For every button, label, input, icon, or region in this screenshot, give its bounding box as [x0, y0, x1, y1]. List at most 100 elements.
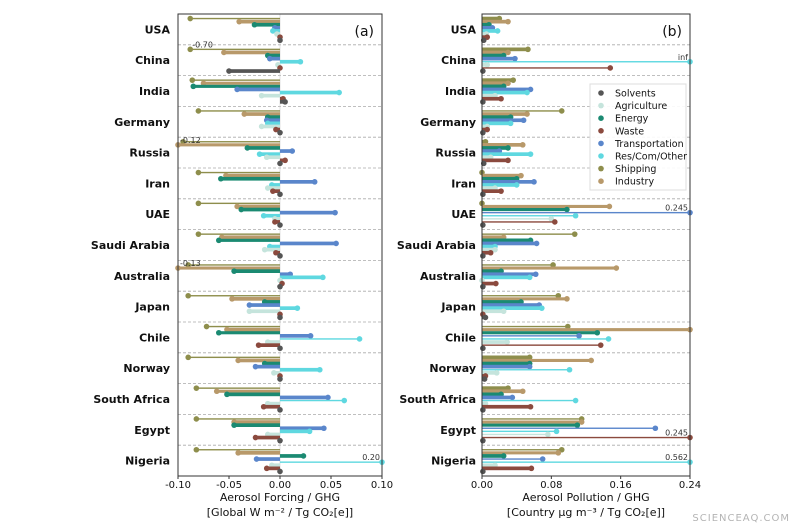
bar-end-dot	[277, 376, 283, 382]
overflow-label: 0.245	[665, 429, 688, 438]
bar-end-dot	[341, 397, 348, 404]
bar-end-dot	[258, 123, 265, 130]
bar-agriculture	[482, 371, 497, 375]
bar-agriculture	[482, 433, 548, 436]
bar-end-dot	[246, 308, 253, 315]
bar-end-dot	[480, 345, 486, 352]
bar-end-dot	[487, 249, 494, 256]
panel-b: USA China inf India Germany Russia Iran UAE 0.24…	[397, 13, 701, 519]
bar-end-dot	[524, 111, 530, 117]
bar-industry	[482, 50, 508, 55]
bar-end-dot	[218, 175, 224, 182]
bar-end-dot	[597, 342, 604, 348]
bar-end-dot	[526, 363, 533, 370]
bar-energy	[482, 53, 504, 58]
bar-end-dot	[258, 92, 265, 99]
bar-end-dot	[480, 437, 486, 444]
bar-rescomother	[482, 461, 690, 463]
bar-end-dot	[190, 83, 197, 90]
bar-end-dot	[277, 407, 283, 413]
bar-end-dot	[321, 425, 327, 432]
x-tick-label: -0.10	[165, 480, 191, 491]
category-label: Iran	[145, 177, 170, 190]
legend-entry: Waste	[615, 126, 644, 137]
bar-end-dot	[272, 219, 278, 225]
bar-rescomother	[482, 369, 570, 371]
bar-end-dot	[532, 271, 539, 278]
bar-agriculture	[267, 186, 280, 190]
bar-transportation	[482, 26, 493, 30]
bar-end-dot	[512, 55, 518, 62]
bar-end-dot	[509, 394, 516, 401]
bar-energy	[267, 53, 280, 58]
bar-shipping	[482, 355, 530, 360]
bar-end-dot	[505, 49, 511, 56]
bar-energy	[482, 176, 517, 181]
bar-end-dot	[261, 246, 268, 253]
bar-transportation	[237, 87, 280, 92]
bar-end-dot	[277, 191, 283, 198]
bar-transportation	[482, 272, 536, 277]
bar-end-dot	[564, 296, 570, 302]
bar-rescomother	[280, 306, 298, 310]
bar-energy	[482, 146, 508, 150]
bar-end-dot	[270, 28, 276, 34]
bar-transportation	[256, 457, 280, 461]
category-label: Egypt	[440, 424, 476, 437]
bar-energy	[193, 84, 280, 88]
category-label: Iran	[451, 177, 476, 190]
bar-transportation	[249, 303, 280, 307]
bar-rescomother	[482, 275, 530, 280]
category-label: Egypt	[134, 424, 170, 437]
bar-energy	[234, 269, 280, 273]
bar-rescomother	[482, 215, 576, 217]
bar-waste	[482, 466, 532, 471]
bar-agriculture	[261, 93, 280, 98]
bar-end-dot	[572, 397, 579, 404]
bar-end-dot	[527, 151, 534, 157]
panel-label: (b)	[662, 24, 682, 40]
bar-transportation	[482, 87, 531, 92]
bar-industry	[482, 297, 567, 301]
bar-end-dot	[316, 366, 323, 373]
bar-industry	[178, 266, 280, 270]
bar-end-dot	[289, 148, 296, 154]
bar-end-dot	[195, 200, 202, 207]
bar-energy	[482, 22, 489, 27]
x-axis-unit: [Country μg m⁻³ / Tg CO₂[e]]	[507, 506, 665, 519]
bar-end-dot	[185, 292, 191, 299]
bar-end-dot	[652, 425, 659, 432]
bar-agriculture	[273, 371, 280, 375]
bar-agriculture	[249, 309, 280, 314]
bar-end-dot	[307, 333, 314, 339]
bar-end-dot	[213, 388, 220, 395]
bar-industry	[226, 327, 280, 332]
x-axis-label: Aerosol Pollution / GHG	[522, 491, 649, 504]
bar-end-dot	[221, 49, 227, 56]
legend-marker	[598, 102, 604, 109]
bar-industry	[244, 112, 280, 116]
bar-waste	[482, 221, 555, 223]
bar-end-dot	[263, 465, 270, 472]
bar-end-dot	[510, 77, 516, 83]
category-label: Russia	[435, 147, 476, 160]
bar-energy	[220, 176, 280, 181]
bar-end-dot	[493, 280, 499, 287]
bar-end-dot	[505, 80, 511, 87]
bar-waste	[482, 250, 491, 255]
bar-industry	[482, 389, 523, 394]
overflow-label: inf	[678, 53, 688, 62]
bar-transportation	[482, 364, 530, 369]
bar-industry	[482, 204, 610, 208]
bar-end-dot	[594, 329, 601, 336]
bar-end-dot	[519, 142, 526, 148]
bar-waste	[482, 436, 690, 439]
bar-end-dot	[195, 169, 202, 176]
bar-end-dot	[480, 253, 486, 259]
bar-end-dot	[195, 231, 202, 237]
bar-industry	[482, 112, 528, 116]
bar-end-dot	[607, 65, 614, 71]
legend-entry: Energy	[615, 114, 649, 125]
legend-entry: Solvents	[615, 89, 656, 100]
legend-marker	[598, 128, 604, 134]
